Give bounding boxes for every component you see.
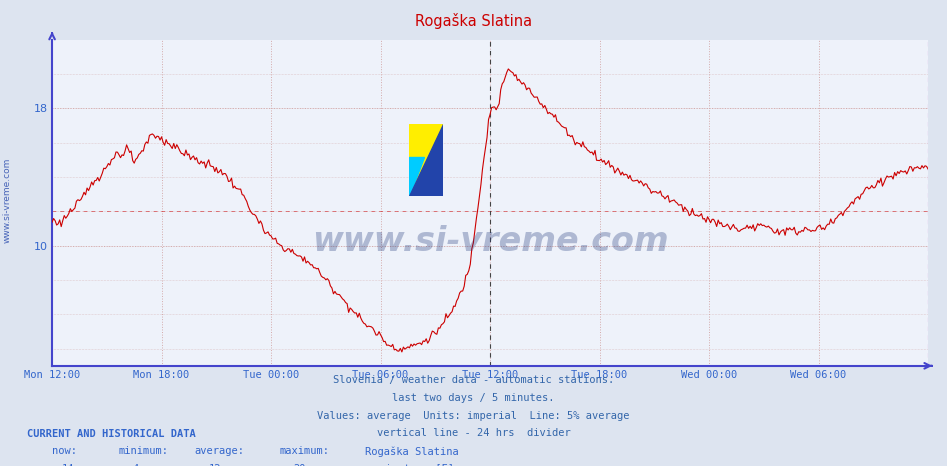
Text: now:: now:	[52, 446, 77, 456]
Text: 12: 12	[208, 464, 221, 466]
Polygon shape	[409, 157, 424, 196]
Text: Rogaška Slatina: Rogaška Slatina	[365, 446, 458, 457]
Text: Rogaška Slatina: Rogaška Slatina	[415, 13, 532, 29]
Text: www.si-vreme.com: www.si-vreme.com	[3, 158, 12, 243]
Text: minimum:: minimum:	[118, 446, 169, 456]
Text: Values: average  Units: imperial  Line: 5% average: Values: average Units: imperial Line: 5%…	[317, 411, 630, 420]
Text: www.si-vreme.com: www.si-vreme.com	[312, 226, 669, 258]
Text: air temp.[F]: air temp.[F]	[379, 464, 454, 466]
Polygon shape	[409, 124, 443, 196]
Text: Slovenia / weather data - automatic stations.: Slovenia / weather data - automatic stat…	[333, 375, 614, 385]
Text: 14: 14	[62, 464, 74, 466]
Text: average:: average:	[194, 446, 244, 456]
Polygon shape	[409, 124, 443, 196]
Text: 4: 4	[133, 464, 139, 466]
Text: maximum:: maximum:	[279, 446, 330, 456]
Text: CURRENT AND HISTORICAL DATA: CURRENT AND HISTORICAL DATA	[27, 429, 195, 439]
Text: vertical line - 24 hrs  divider: vertical line - 24 hrs divider	[377, 428, 570, 438]
Text: 20: 20	[294, 464, 306, 466]
Text: last two days / 5 minutes.: last two days / 5 minutes.	[392, 393, 555, 403]
